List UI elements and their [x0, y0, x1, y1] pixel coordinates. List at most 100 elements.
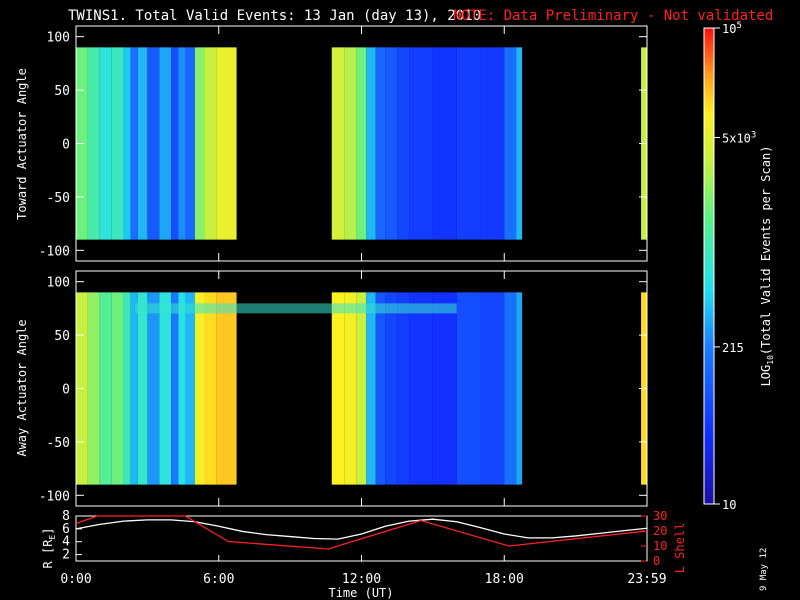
heatmap-column [456, 47, 481, 240]
heatmap-column [147, 47, 160, 240]
heatmap-column [99, 47, 112, 240]
heatmap-column [516, 47, 523, 240]
y-tick-label: -100 [39, 489, 70, 504]
right-tick-label: 20 [653, 524, 667, 538]
orbit-left-label: R [RE] [41, 528, 57, 569]
heatmap-column [216, 292, 237, 485]
heatmap-column [87, 292, 100, 485]
away-heatmap [76, 292, 647, 485]
toward-heatmap [76, 47, 647, 240]
heatmap-column [331, 47, 345, 240]
colorbar-tick-label: 215 [722, 341, 744, 355]
colorbar-tick-label: 105 [722, 21, 742, 36]
right-tick-label: 10 [653, 539, 667, 553]
heatmap-column [344, 47, 357, 240]
orbit-right-label: L Shell [673, 523, 687, 574]
y-tick-label: 100 [47, 276, 70, 291]
heatmap-column [331, 292, 345, 485]
heatmap-column [111, 292, 124, 485]
colorbar-label: LOG10(Total Valid Events per Scan) [759, 146, 775, 387]
heatmap-column [432, 292, 457, 485]
y-tick-label: -50 [47, 436, 70, 451]
heatmap-column [159, 47, 172, 240]
y-tick-label: 50 [54, 84, 70, 99]
colorbar-gradient [703, 27, 715, 505]
colorbar-tick-label: 10 [722, 498, 736, 512]
colorbar-tick-label: 5x103 [722, 130, 756, 145]
heatmap-column [366, 292, 376, 485]
orbit-x-ticks: 0:00 6:00 12:00 18:00 23:59 [60, 555, 667, 587]
heatmap-column [344, 292, 357, 485]
heatmap-column [516, 292, 523, 485]
heatmap-column [137, 292, 148, 485]
toward-y-ticks: 100 50 0 -50 -100 [39, 31, 647, 259]
away-panel: 100 50 0 -50 -100 Away Actuator Angle [15, 270, 648, 507]
heatmap-column [385, 47, 398, 240]
heatmap-column [147, 292, 160, 485]
left-tick-label: 6 [62, 522, 70, 537]
y-tick-label: 50 [54, 329, 70, 344]
high-latitude-band [135, 303, 457, 314]
heatmap-column [504, 292, 517, 485]
heatmap-column [130, 292, 138, 485]
x-axis-label: Time (UT) [328, 586, 393, 600]
heatmap-column [504, 47, 517, 240]
heatmap-column [375, 292, 386, 485]
y-tick-label: 0 [62, 138, 70, 153]
colorbar: 105 5x103 215 10 LOG10(Total Valid Events p… [703, 21, 775, 512]
heatmap-column [480, 47, 505, 240]
heatmap-column [178, 292, 186, 485]
orbit-series-line [75, 518, 648, 540]
date-stamp: 9 May 12 [759, 548, 769, 591]
left-tick-label: 4 [62, 535, 70, 550]
heatmap-column [397, 47, 410, 240]
heatmap-column [185, 47, 195, 240]
away-x-ticks [75, 271, 648, 506]
heatmap-column [123, 292, 131, 485]
x-tick-label: 12:00 [342, 572, 381, 587]
heatmap-column [432, 47, 457, 240]
chart-title: TWINS1. Total Valid Events: 13 Jan (day … [68, 8, 481, 24]
heatmap-column [87, 47, 100, 240]
away-y-label: Away Actuator Angle [15, 319, 29, 456]
right-tick-label: 0 [653, 554, 660, 568]
colorbar-ticks: 105 5x103 215 10 [714, 21, 756, 512]
heatmap-column [123, 47, 131, 240]
heatmap-column [397, 292, 410, 485]
heatmap-column [159, 292, 172, 485]
heatmap-column [366, 47, 376, 240]
heatmap-column [185, 292, 195, 485]
orbit-series-line [75, 515, 648, 550]
chart-note: NOTE: Data Preliminary - Not validated [453, 8, 773, 24]
left-tick-label: 8 [62, 509, 70, 524]
heatmap-column [171, 292, 179, 485]
heatmap-column [456, 292, 481, 485]
heatmap-column [385, 292, 398, 485]
left-tick-label: 2 [62, 548, 70, 563]
heatmap-column [99, 292, 112, 485]
x-tick-label: 0:00 [60, 572, 91, 587]
right-tick-label: 30 [653, 509, 667, 523]
heatmap-column [356, 292, 367, 485]
heatmap-column [409, 47, 433, 240]
y-tick-label: -100 [39, 244, 70, 259]
heatmap-column [204, 292, 217, 485]
heatmap-column [356, 47, 367, 240]
x-tick-label: 6:00 [203, 572, 234, 587]
toward-panel: 100 50 0 -50 -100 Toward Actuator Angle [15, 25, 648, 262]
toward-y-label: Toward Actuator Angle [15, 68, 29, 220]
y-tick-label: 100 [47, 31, 70, 46]
heatmap-column [171, 47, 179, 240]
heatmap-column [194, 47, 205, 240]
x-tick-label: 23:59 [627, 572, 666, 587]
heatmap-column [111, 47, 124, 240]
heatmap-column [480, 292, 505, 485]
heatmap-column [216, 47, 237, 240]
heatmap-column [204, 47, 217, 240]
heatmap-column [137, 47, 148, 240]
heatmap-column [130, 47, 138, 240]
